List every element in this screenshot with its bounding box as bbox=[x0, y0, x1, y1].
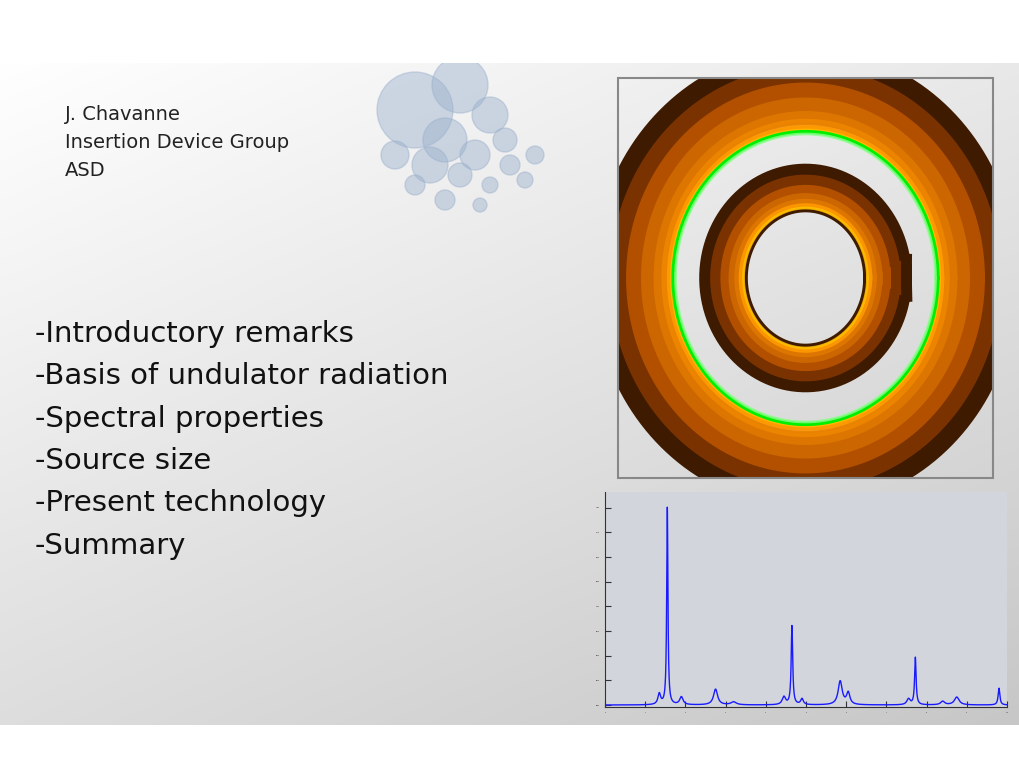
Circle shape bbox=[432, 57, 487, 113]
Circle shape bbox=[423, 118, 467, 162]
Circle shape bbox=[381, 141, 409, 169]
Circle shape bbox=[377, 72, 452, 148]
Circle shape bbox=[492, 128, 517, 152]
Circle shape bbox=[447, 163, 472, 187]
Circle shape bbox=[499, 155, 520, 175]
Circle shape bbox=[472, 97, 507, 133]
Text: J.Chavanne: J.Chavanne bbox=[959, 738, 1019, 752]
Text: A Light for Science: A Light for Science bbox=[849, 22, 1004, 41]
Circle shape bbox=[405, 175, 425, 195]
Circle shape bbox=[473, 198, 486, 212]
Text: ESRF: ESRF bbox=[21, 43, 49, 53]
Circle shape bbox=[412, 147, 447, 183]
Text: Physics of undulators: Physics of undulators bbox=[273, 12, 746, 50]
Circle shape bbox=[517, 172, 533, 188]
Text: J. Chavanne
Insertion Device Group
ASD: J. Chavanne Insertion Device Group ASD bbox=[65, 105, 288, 180]
Circle shape bbox=[460, 140, 489, 170]
Text: European Synchrotron Radiation Facility: European Synchrotron Radiation Facility bbox=[15, 738, 294, 752]
Text: 1: 1 bbox=[999, 738, 1007, 752]
Text: -Introductory remarks
-Basis of undulator radiation
-Spectral properties
-Source: -Introductory remarks -Basis of undulato… bbox=[35, 320, 448, 559]
Circle shape bbox=[482, 177, 497, 193]
Circle shape bbox=[434, 190, 454, 210]
Circle shape bbox=[526, 146, 543, 164]
